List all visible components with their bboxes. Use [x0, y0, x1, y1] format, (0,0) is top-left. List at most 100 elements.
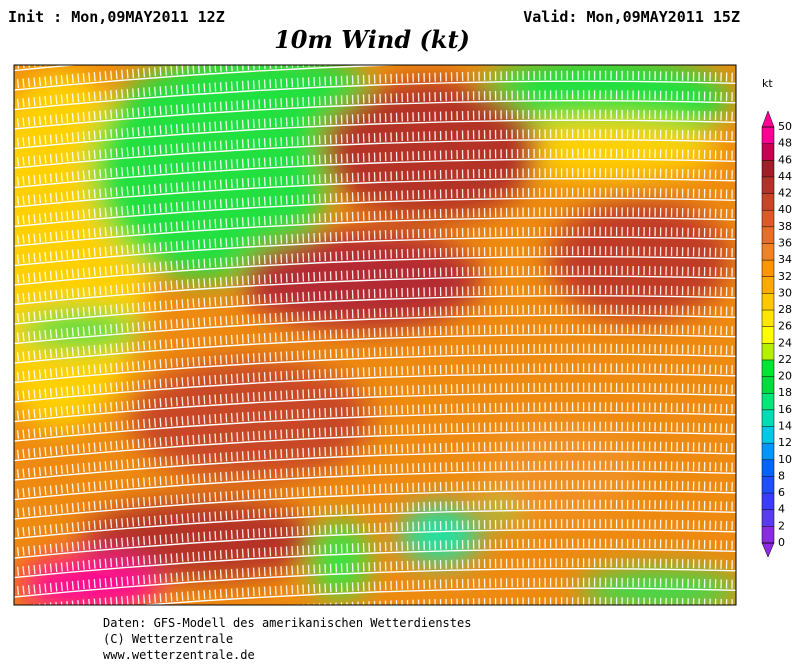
barb-flags [284, 597, 736, 605]
barb-shaft [14, 80, 736, 111]
colorbar-tick-label: 42 [778, 187, 792, 200]
barb-shaft [14, 139, 736, 169]
barb-shaft [14, 334, 736, 364]
barb-flags [14, 402, 736, 440]
colorbar-tick-label: 50 [778, 120, 792, 133]
barb-flags [14, 226, 736, 265]
barb-shaft [14, 431, 736, 462]
colorbar-tick-label: 32 [778, 270, 792, 283]
colorbar-cell [762, 343, 774, 360]
barb-shaft [14, 178, 736, 208]
barb-shaft [14, 275, 736, 306]
colorbar-cell [762, 476, 774, 494]
barb-shaft [14, 295, 736, 325]
colorbar-tick-label: 12 [778, 436, 792, 449]
colorbar-cell [762, 310, 774, 327]
barb-shaft [14, 548, 736, 579]
barb-flags [14, 558, 736, 596]
colorbar-tick-label: 10 [778, 453, 792, 466]
colorbar-cell [762, 276, 774, 294]
colorbar-tick-label: 8 [778, 469, 785, 482]
valid-time: Valid: Mon,09MAY2011 15Z [523, 8, 740, 26]
barb-flags [14, 324, 736, 362]
colorbar-cell [762, 526, 774, 543]
colorbar-tick-label: 14 [778, 420, 792, 433]
colorbar-cell [762, 160, 774, 177]
init-time: Init : Mon,09MAY2011 12Z [8, 8, 225, 26]
map-frame [13, 64, 737, 606]
barb-flags [14, 265, 736, 304]
barb-flags [14, 460, 736, 499]
barb-flags [14, 148, 736, 187]
barb-flags [24, 577, 736, 605]
barb-shaft [14, 392, 736, 423]
colorbar-tick-label: 18 [778, 386, 792, 399]
colorbar-tick-label: 22 [778, 353, 792, 366]
colorbar-tick-label: 20 [778, 370, 792, 383]
colorbar-tick-label: 48 [778, 137, 792, 150]
barb-flags [14, 421, 736, 460]
colorbar-cell [762, 293, 774, 311]
barb-shaft [136, 587, 736, 605]
colorbar-tick-label: 26 [778, 320, 792, 333]
colorbar-cell [762, 493, 774, 510]
barb-flags [14, 343, 736, 382]
colorbar-cell [762, 359, 774, 377]
barb-shaft [14, 529, 736, 559]
colorbar-cell [762, 426, 774, 444]
barb-shaft [14, 470, 736, 501]
barb-shaft [14, 100, 736, 130]
barb-shaft [14, 509, 736, 540]
barb-shaft [14, 217, 736, 247]
barb-flags [14, 304, 736, 343]
colorbar-cell [762, 260, 774, 277]
footer-line: www.wetterzentrale.de [103, 648, 255, 662]
colorbar-unit: kt [762, 77, 773, 90]
colorbar-cell [762, 127, 774, 144]
barb-flags [14, 90, 736, 128]
colorbar-extend-bottom [761, 542, 775, 558]
barb-flags [14, 65, 350, 89]
wind-map [14, 65, 736, 605]
barb-flags [14, 207, 736, 245]
map-title: 10m Wind (kt) [274, 25, 470, 54]
barb-shaft [14, 412, 736, 442]
colorbar-tick-label: 38 [778, 220, 792, 233]
barb-flags [14, 129, 736, 167]
barb-shaft [14, 353, 736, 384]
colorbar-cell [762, 226, 774, 244]
barb-flags [14, 382, 736, 421]
colorbar-tick-label: 6 [778, 486, 785, 499]
barb-flags [14, 538, 736, 577]
barb-flags [14, 363, 736, 401]
barb-flags [14, 187, 736, 226]
colorbar-cell [762, 326, 774, 344]
colorbar-tick-label: 44 [778, 170, 792, 183]
colorbar-tick-label: 2 [778, 519, 785, 532]
colorbar: 0246810121416182022242628303234363840424… [761, 110, 792, 558]
colorbar-cell [762, 509, 774, 527]
barb-shaft [14, 158, 736, 189]
colorbar-cell [762, 409, 774, 427]
colorbar-cell [762, 443, 774, 460]
barb-shaft [14, 568, 736, 598]
colorbar-cell [762, 176, 774, 194]
barb-flags [14, 285, 736, 323]
colorbar-tick-label: 28 [778, 303, 792, 316]
colorbar-tick-label: 34 [778, 253, 792, 266]
colorbar-tick-label: 0 [778, 536, 785, 549]
barb-flags [14, 480, 736, 518]
colorbar-cell [762, 459, 774, 477]
colorbar-tick-label: 16 [778, 403, 792, 416]
colorbar-cell [762, 210, 774, 227]
colorbar-tick-label: 24 [778, 336, 792, 349]
colorbar-tick-label: 40 [778, 203, 792, 216]
footer-line: (C) Wetterzentrale [103, 632, 233, 646]
barb-flags [14, 499, 736, 538]
barb-shaft [14, 197, 736, 228]
barb-shaft [14, 256, 736, 286]
barb-flags [14, 70, 736, 109]
colorbar-cell [762, 393, 774, 410]
barb-flags [14, 168, 736, 206]
